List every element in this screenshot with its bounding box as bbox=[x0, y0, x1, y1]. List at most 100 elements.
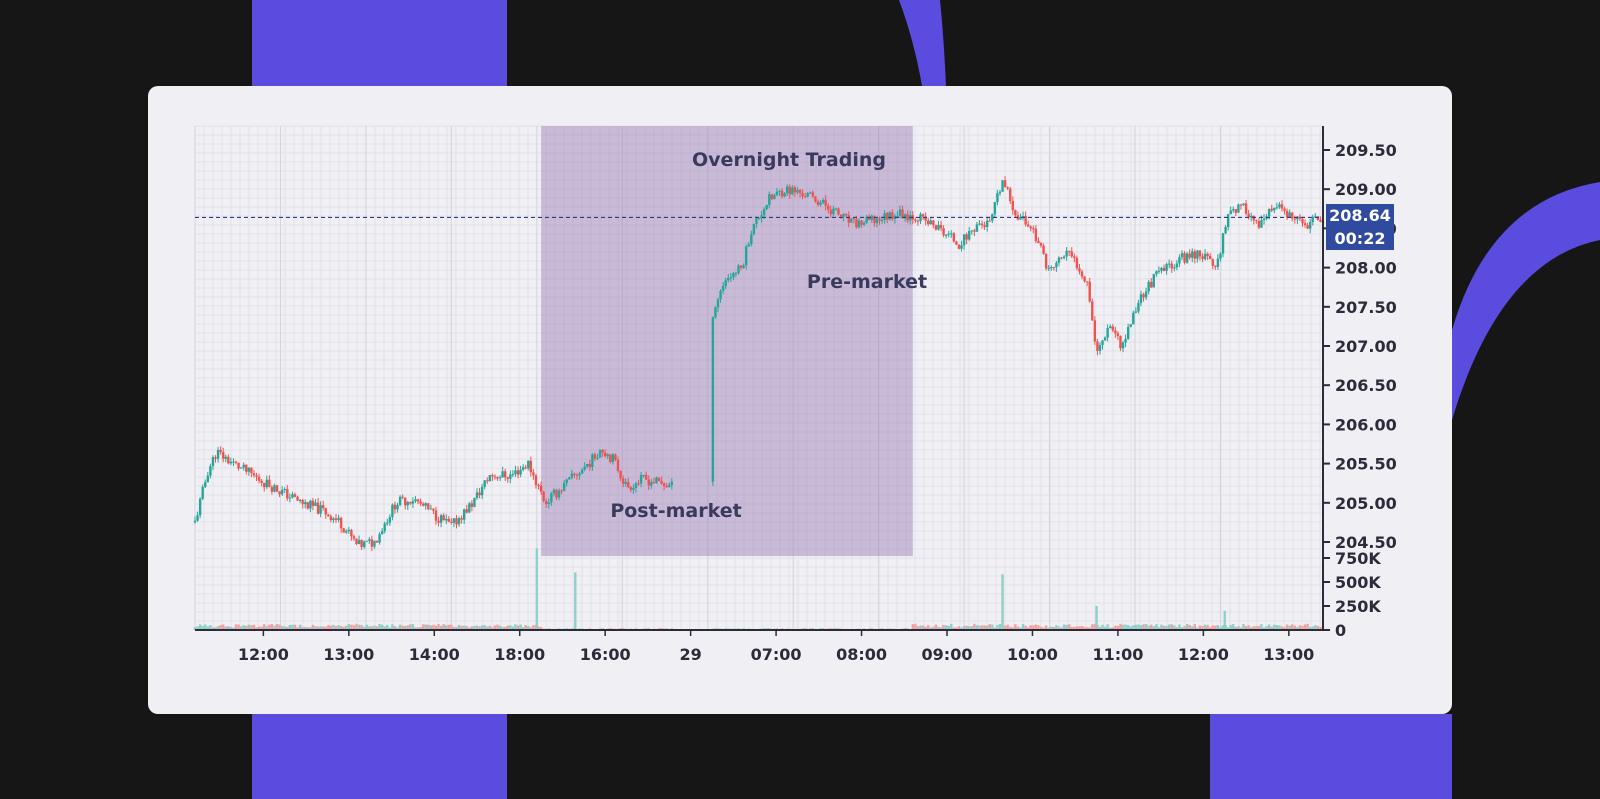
candle-body bbox=[855, 219, 858, 228]
volume-bar bbox=[1037, 625, 1040, 630]
volume-bar bbox=[1026, 627, 1030, 630]
candle-body bbox=[1073, 256, 1076, 258]
candle-body bbox=[396, 505, 399, 510]
time-tick-label: 09:00 bbox=[922, 645, 973, 664]
volume-bar bbox=[375, 626, 379, 630]
candle-body bbox=[1201, 256, 1204, 260]
candle-body bbox=[393, 504, 397, 510]
volume-bar bbox=[504, 626, 507, 630]
volume-bar bbox=[337, 624, 340, 630]
candle-body bbox=[770, 194, 774, 200]
volume-bar bbox=[429, 625, 433, 630]
candle-body bbox=[729, 277, 732, 279]
candle-body bbox=[1042, 245, 1045, 254]
volume-bar bbox=[1275, 625, 1279, 630]
volume-bar bbox=[501, 626, 504, 630]
candle-body bbox=[424, 503, 427, 506]
volume-bar bbox=[916, 626, 920, 630]
candle-body bbox=[280, 489, 284, 495]
candle-body bbox=[311, 500, 315, 506]
candle-body bbox=[1285, 210, 1289, 218]
candle-body bbox=[814, 196, 817, 202]
volume-bar bbox=[1068, 624, 1071, 630]
volume-bar bbox=[1126, 625, 1130, 630]
volume-bar bbox=[291, 624, 294, 630]
volume-bar bbox=[1273, 624, 1276, 630]
candle-body bbox=[665, 485, 668, 488]
candle-body bbox=[627, 482, 630, 488]
volume-bar bbox=[352, 625, 356, 630]
candle-body bbox=[878, 218, 881, 221]
candle-body bbox=[501, 471, 504, 478]
candle-body bbox=[496, 477, 499, 479]
volume-bar bbox=[1319, 627, 1322, 630]
volume-bar bbox=[1201, 625, 1204, 630]
candle-body bbox=[416, 499, 420, 502]
candle-body bbox=[357, 540, 361, 545]
volume-bar bbox=[265, 626, 268, 630]
candle-body bbox=[355, 538, 358, 545]
candle-body bbox=[370, 539, 374, 547]
backdrop-arc-top bbox=[899, 0, 946, 86]
volume-spike bbox=[574, 572, 577, 630]
volume-bar bbox=[1078, 626, 1081, 630]
candle-body bbox=[398, 496, 402, 506]
candle-body bbox=[1237, 204, 1240, 213]
candle-body bbox=[1193, 251, 1197, 259]
volume-bar bbox=[480, 625, 484, 630]
candle-body bbox=[857, 220, 861, 228]
candle-body bbox=[1203, 253, 1207, 260]
candle-body bbox=[363, 541, 366, 548]
candle-body bbox=[985, 220, 989, 228]
candle-body bbox=[1234, 209, 1238, 213]
candle-body bbox=[1291, 212, 1294, 219]
volume-bar bbox=[1306, 623, 1309, 630]
candle-body bbox=[1185, 253, 1189, 263]
volume-bar bbox=[1121, 624, 1125, 630]
volume-bar bbox=[242, 624, 245, 630]
candle-body bbox=[542, 491, 545, 502]
volume-bar bbox=[1244, 626, 1248, 630]
candle-body bbox=[1001, 180, 1004, 192]
candle-body bbox=[1209, 255, 1212, 260]
volume-bar bbox=[1075, 626, 1079, 630]
candle-body bbox=[606, 454, 609, 457]
candle-body bbox=[885, 213, 889, 220]
candle-body bbox=[1298, 216, 1302, 219]
candle-body bbox=[739, 265, 743, 268]
candle-body bbox=[1139, 294, 1143, 304]
candle-body bbox=[1214, 265, 1217, 267]
candle-body bbox=[468, 503, 471, 513]
candle-body bbox=[309, 500, 312, 509]
candle-body bbox=[601, 450, 604, 453]
candle-body bbox=[762, 209, 766, 216]
candle-body bbox=[419, 501, 422, 504]
candle-body bbox=[844, 213, 848, 216]
candle-body bbox=[570, 473, 574, 478]
volume-bar bbox=[273, 625, 276, 630]
candle-body bbox=[329, 516, 333, 521]
volume-bar bbox=[1278, 625, 1281, 630]
time-tick-label: 18:00 bbox=[494, 645, 545, 664]
candle-body bbox=[214, 457, 217, 459]
candle-body bbox=[565, 479, 568, 483]
time-axis-ticks: 12:00 13:00 14:00 18:00 16:00 29 07:00 08:00 09:… bbox=[238, 630, 1314, 664]
volume-bar bbox=[937, 626, 940, 630]
candle-body bbox=[634, 483, 638, 489]
volume-bar bbox=[391, 624, 394, 630]
candle-body bbox=[1070, 251, 1073, 257]
candle-body bbox=[493, 476, 497, 478]
candle-body bbox=[747, 244, 750, 247]
candle-body bbox=[1183, 253, 1186, 263]
candle-body bbox=[270, 487, 274, 492]
candle-body bbox=[427, 503, 430, 509]
candle-body bbox=[616, 459, 620, 471]
candle-body bbox=[619, 470, 622, 479]
volume-bar bbox=[396, 627, 399, 630]
candle-body bbox=[222, 451, 225, 459]
volume-bar bbox=[455, 626, 458, 630]
candle-body bbox=[639, 475, 643, 484]
volume-tick-label: 0 bbox=[1335, 621, 1346, 640]
candle-body bbox=[1283, 208, 1286, 211]
volume-bar bbox=[1170, 624, 1173, 630]
